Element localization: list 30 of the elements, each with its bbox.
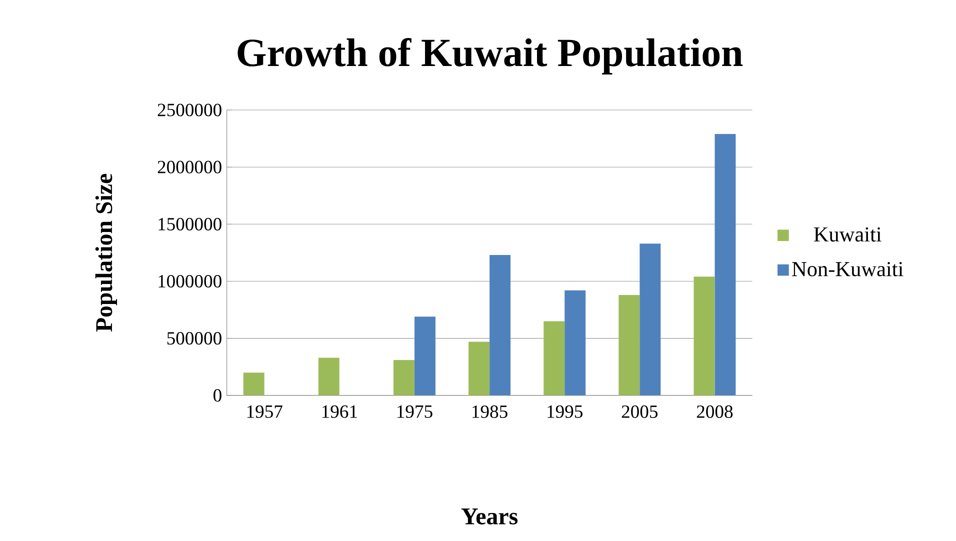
y-tick-label: 500000: [167, 332, 222, 345]
bar: [640, 244, 661, 396]
bar: [694, 276, 715, 396]
bar: [714, 134, 736, 396]
bar: [414, 316, 436, 396]
legend-label: Kuwaiti: [814, 227, 882, 242]
x-tick-label: 1957: [247, 405, 282, 418]
y-tick-label: 2000000: [158, 160, 222, 174]
x-tick-label: 1961: [322, 405, 357, 418]
bar: [468, 342, 490, 396]
chart-title: Growth of Kuwait Population: [238, 38, 743, 75]
x-tick-label: 1985: [472, 405, 508, 418]
bar: [393, 360, 414, 396]
bar: [564, 290, 586, 396]
bar: [544, 321, 565, 396]
y-tick-label: 1500000: [158, 218, 222, 230]
y-tick-label: 1000000: [158, 274, 222, 288]
bar: [490, 255, 511, 396]
y-tick-label: 0: [214, 389, 222, 402]
y-axis-title: Population Size: [95, 174, 118, 332]
y-tick-label: 2500000: [158, 104, 222, 116]
x-tick-label: 1975: [397, 405, 432, 418]
x-tick-label: 2008: [696, 405, 733, 418]
bar: [243, 372, 264, 396]
bar: [618, 294, 640, 396]
x-axis-title: Years: [461, 508, 518, 524]
legend-label: Non-Kuwaiti: [792, 262, 904, 276]
bar: [318, 358, 340, 396]
x-tick-label: 2005: [622, 405, 658, 418]
x-tick-label: 1995: [548, 405, 582, 418]
